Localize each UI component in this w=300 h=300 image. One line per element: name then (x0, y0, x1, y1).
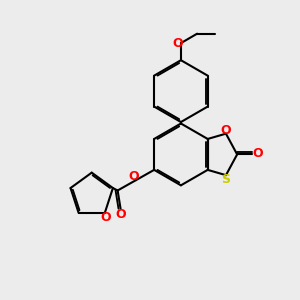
Text: O: O (116, 208, 127, 220)
Text: O: O (172, 37, 183, 50)
Text: O: O (252, 147, 263, 160)
Text: O: O (100, 211, 111, 224)
Text: S: S (221, 173, 230, 186)
Text: O: O (220, 124, 231, 136)
Text: O: O (128, 170, 139, 183)
